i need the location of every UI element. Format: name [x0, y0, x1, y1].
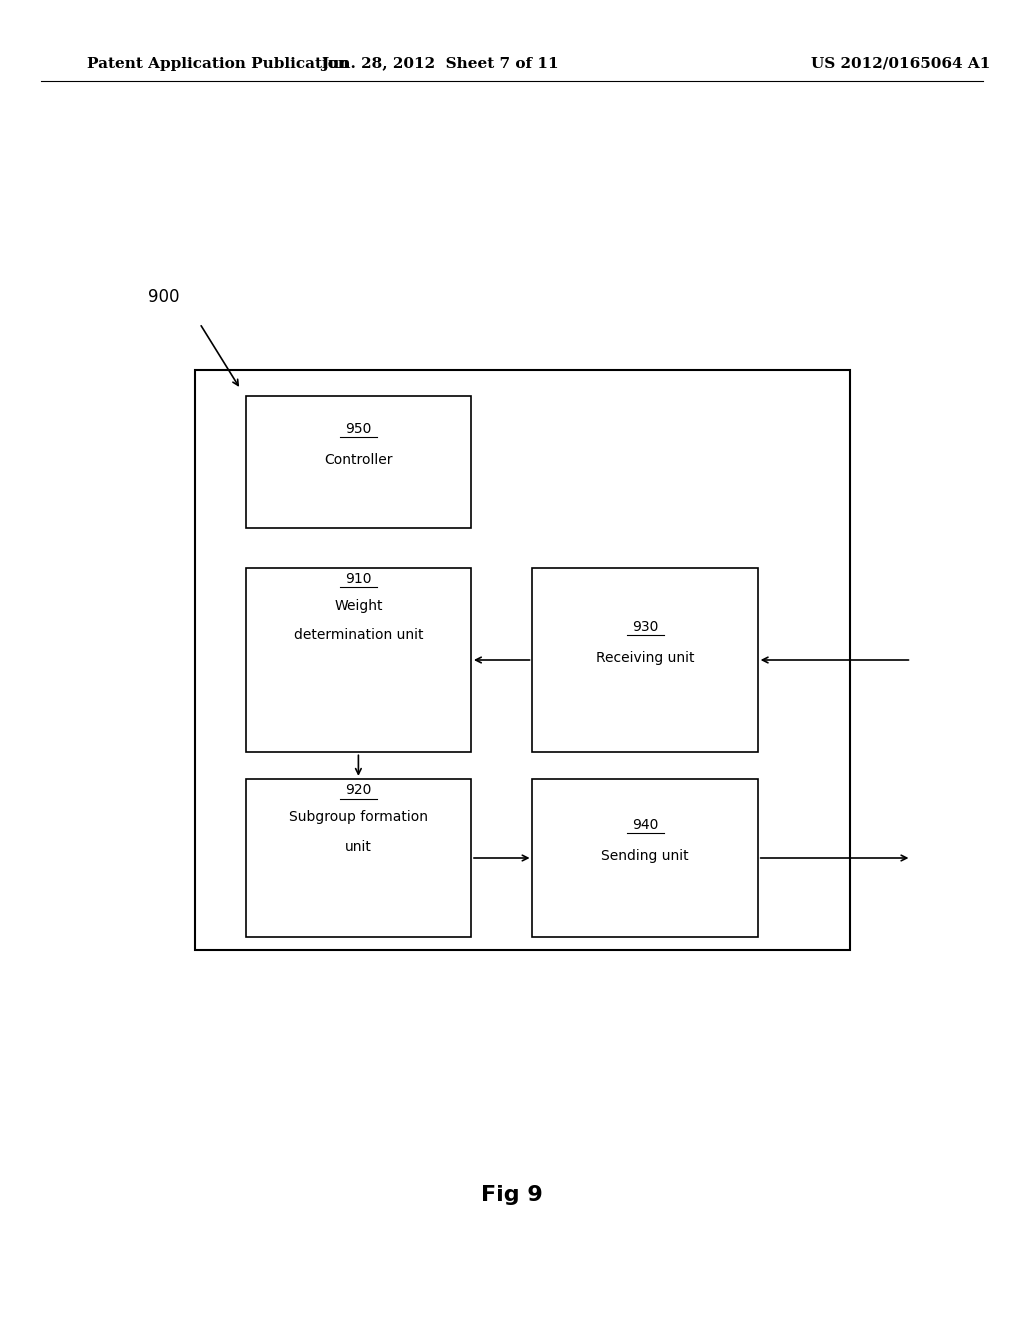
- Text: Jun. 28, 2012  Sheet 7 of 11: Jun. 28, 2012 Sheet 7 of 11: [322, 57, 559, 71]
- Text: 940: 940: [632, 817, 658, 832]
- FancyBboxPatch shape: [246, 396, 471, 528]
- Text: Fig 9: Fig 9: [481, 1184, 543, 1205]
- Text: Receiving unit: Receiving unit: [596, 651, 694, 665]
- Text: Subgroup formation: Subgroup formation: [289, 810, 428, 825]
- FancyBboxPatch shape: [246, 779, 471, 937]
- Text: 950: 950: [345, 421, 372, 436]
- Text: Patent Application Publication: Patent Application Publication: [87, 57, 349, 71]
- Text: 930: 930: [632, 619, 658, 634]
- Text: 920: 920: [345, 783, 372, 797]
- FancyBboxPatch shape: [246, 568, 471, 752]
- FancyBboxPatch shape: [532, 779, 758, 937]
- Text: Weight: Weight: [334, 599, 383, 614]
- Text: US 2012/0165064 A1: US 2012/0165064 A1: [811, 57, 991, 71]
- Text: determination unit: determination unit: [294, 628, 423, 643]
- FancyBboxPatch shape: [532, 568, 758, 752]
- Text: 910: 910: [345, 572, 372, 586]
- Text: Controller: Controller: [325, 453, 392, 467]
- Text: Sending unit: Sending unit: [601, 849, 689, 863]
- Text: 900: 900: [148, 288, 180, 306]
- Text: unit: unit: [345, 840, 372, 854]
- FancyBboxPatch shape: [195, 370, 850, 950]
